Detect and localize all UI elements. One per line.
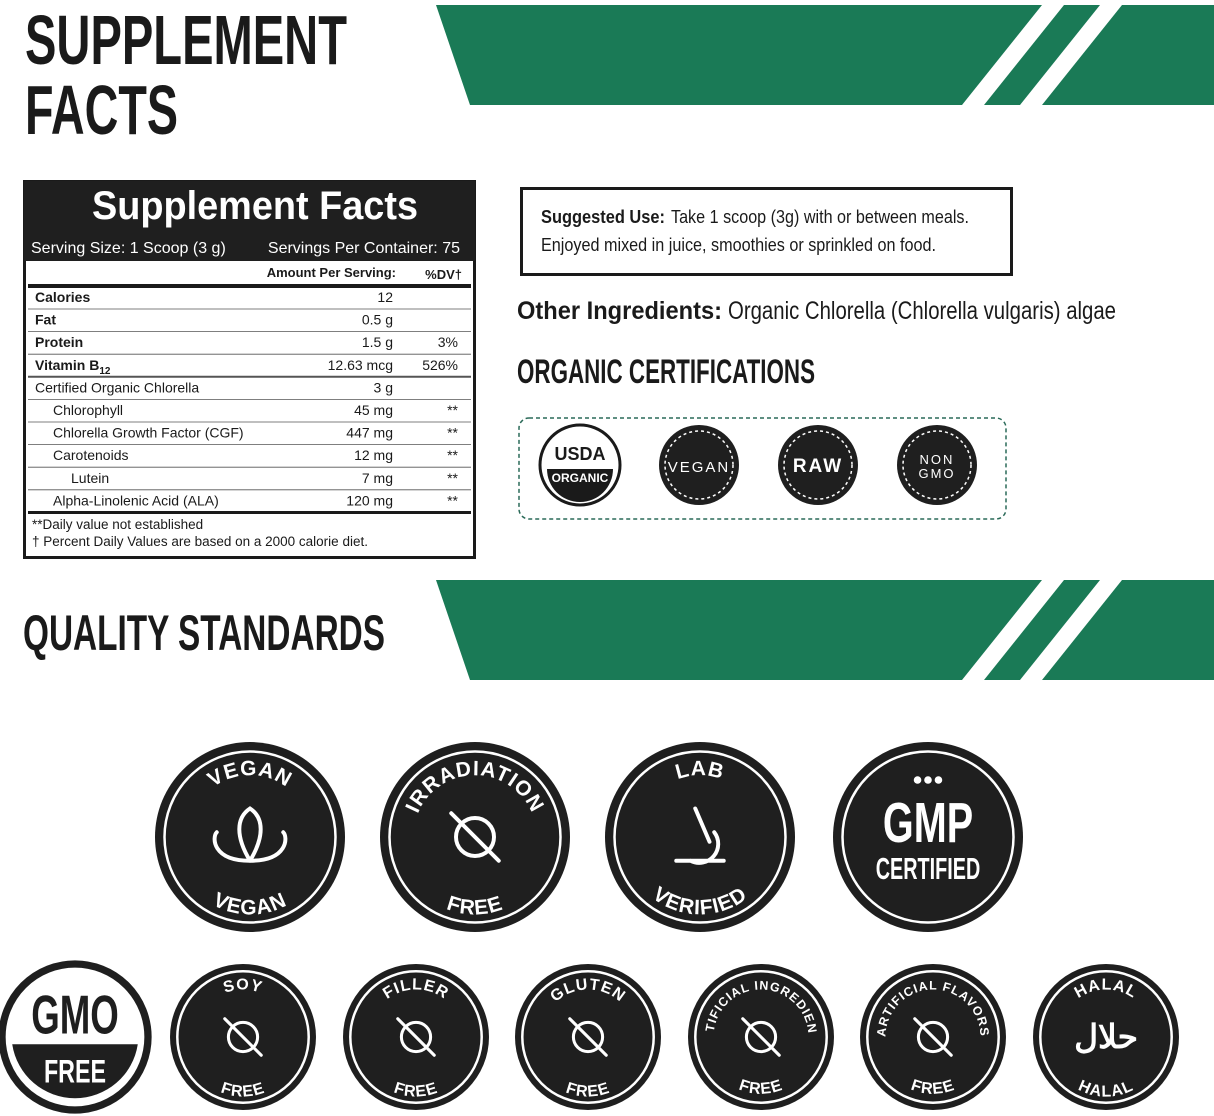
nutrient-amount: 447 mg: [346, 425, 393, 441]
badge-text: CERTIFIED: [876, 852, 981, 886]
certification-badge: USDA ORGANIC: [538, 423, 622, 507]
nutrient-dv: **: [447, 470, 458, 486]
badge-arc-label: LAB: [673, 757, 726, 784]
certification-badge: VEGAN: [659, 425, 739, 505]
nutrient-name: Alpha-Linolenic Acid (ALA): [53, 492, 219, 508]
amount-header: Amount Per Serving:: [267, 265, 396, 280]
section-title: QUALITY STANDARDS: [23, 605, 385, 661]
nutrient-name: Carotenoids: [53, 447, 129, 463]
banner-top: [436, 5, 1214, 105]
badge-arc-label: FREE: [564, 1079, 611, 1101]
badge-arc-text: FREE: [564, 1079, 612, 1101]
nutrient-amount: 12 mg: [354, 447, 393, 463]
nutrient-dv: 3%: [438, 334, 458, 350]
nutrient-name: Certified Organic Chlorella: [35, 379, 199, 395]
nutrient-dv: **: [447, 402, 458, 418]
nutrient-subscript: 12: [99, 366, 111, 377]
page-title: FACTS: [25, 71, 178, 149]
nutrient-dv: 526%: [422, 357, 458, 373]
other-ingredients-text: Organic Chlorella (Chlorella vulgaris) a…: [728, 297, 1116, 325]
badge-arc-label: FREE: [737, 1076, 784, 1098]
footnote: † Percent Daily Values are based on a 20…: [32, 534, 368, 549]
badge-text: VEGAN: [668, 459, 731, 476]
nutrient-amount: 3 g: [374, 379, 393, 395]
nutrient-amount: 1.5 g: [362, 334, 393, 350]
suggested-use-box: [520, 187, 1013, 276]
badge-text: USDA: [554, 444, 605, 464]
nutrient-name: Protein: [35, 334, 83, 350]
facts-subheader: [28, 261, 471, 285]
nutrient-amount: 120 mg: [346, 492, 393, 508]
footnote: **Daily value not established: [32, 517, 203, 532]
servings-per-container: Servings Per Container: 75: [268, 240, 460, 257]
badge-text: GMP: [883, 791, 973, 855]
quality-badge: GMO FREE: [0, 960, 152, 1114]
quality-badge: SOY FREE: [170, 964, 316, 1110]
page-title: SUPPLEMENT: [25, 1, 347, 79]
badge-text: GMO: [31, 983, 119, 1045]
nutrient-name: Chlorophyll: [53, 402, 123, 418]
nutrient-name: Calories: [35, 289, 90, 305]
nutrient-name: Chlorella Growth Factor (CGF): [53, 425, 244, 441]
nutrient-dv: **: [447, 447, 458, 463]
certification-badge: RAW: [778, 425, 858, 505]
banner-quality: [436, 580, 1214, 680]
nutrient-amount: 0.5 g: [362, 312, 393, 328]
badge-text: FREE: [44, 1052, 106, 1089]
badge-arc-label: FREE: [909, 1076, 956, 1098]
nutrient-amount: 12: [377, 289, 393, 305]
facts-header: [24, 181, 475, 261]
badge-text: NON: [920, 452, 955, 467]
badge-arc-text: FREE: [219, 1079, 267, 1101]
badge-arc-label: FREE: [219, 1079, 266, 1101]
badge-arc-text: HALAL: [1076, 1077, 1136, 1101]
facts-rule: [28, 284, 471, 288]
badge-arc-label: FREE: [392, 1079, 439, 1101]
badge-arc-text: FREE: [909, 1076, 957, 1098]
dv-header: %DV†: [425, 267, 462, 282]
nutrient-amount: 7 mg: [362, 470, 393, 486]
badge-arc-text: LAB: [673, 757, 727, 784]
nutrient-amount: 12.63 mcg: [328, 357, 393, 373]
suggested-use-text: Take 1 scoop (3g) with or between meals.: [671, 207, 969, 227]
badge-arc-text: SOY: [221, 976, 264, 997]
suggested-use-text: Enjoyed mixed in juice, smoothies or spr…: [541, 235, 936, 255]
badge-arc-label: SOY: [221, 976, 263, 997]
serving-size: Serving Size: 1 Scoop (3 g): [31, 240, 226, 257]
certifications-box: [518, 417, 1007, 520]
badge-arc-text: FREE: [392, 1079, 440, 1101]
facts-title: Supplement Facts: [92, 184, 418, 228]
nutrient-name: Fat: [35, 312, 56, 328]
section-title: ORGANIC CERTIFICATIONS: [517, 353, 815, 391]
badge-arc-text: FREE: [737, 1076, 785, 1098]
nutrient-dv: **: [447, 425, 458, 441]
other-ingredients-label: Other Ingredients:: [517, 297, 722, 325]
badge-text: ORGANIC: [552, 471, 609, 485]
nutrient-name: Lutein: [71, 470, 109, 486]
nutrient-amount: 45 mg: [354, 402, 393, 418]
suggested-use-label: Suggested Use:: [541, 207, 665, 227]
badge-arc-label: HALAL: [1076, 1077, 1135, 1101]
badge-text: RAW: [793, 456, 843, 477]
badge-text: حلال: [1074, 1018, 1138, 1055]
badge-text: GMO: [918, 466, 955, 481]
facts-rule: [28, 511, 471, 514]
nutrient-name: Vitamin B12: [35, 357, 111, 377]
nutrient-dv: **: [447, 492, 458, 508]
